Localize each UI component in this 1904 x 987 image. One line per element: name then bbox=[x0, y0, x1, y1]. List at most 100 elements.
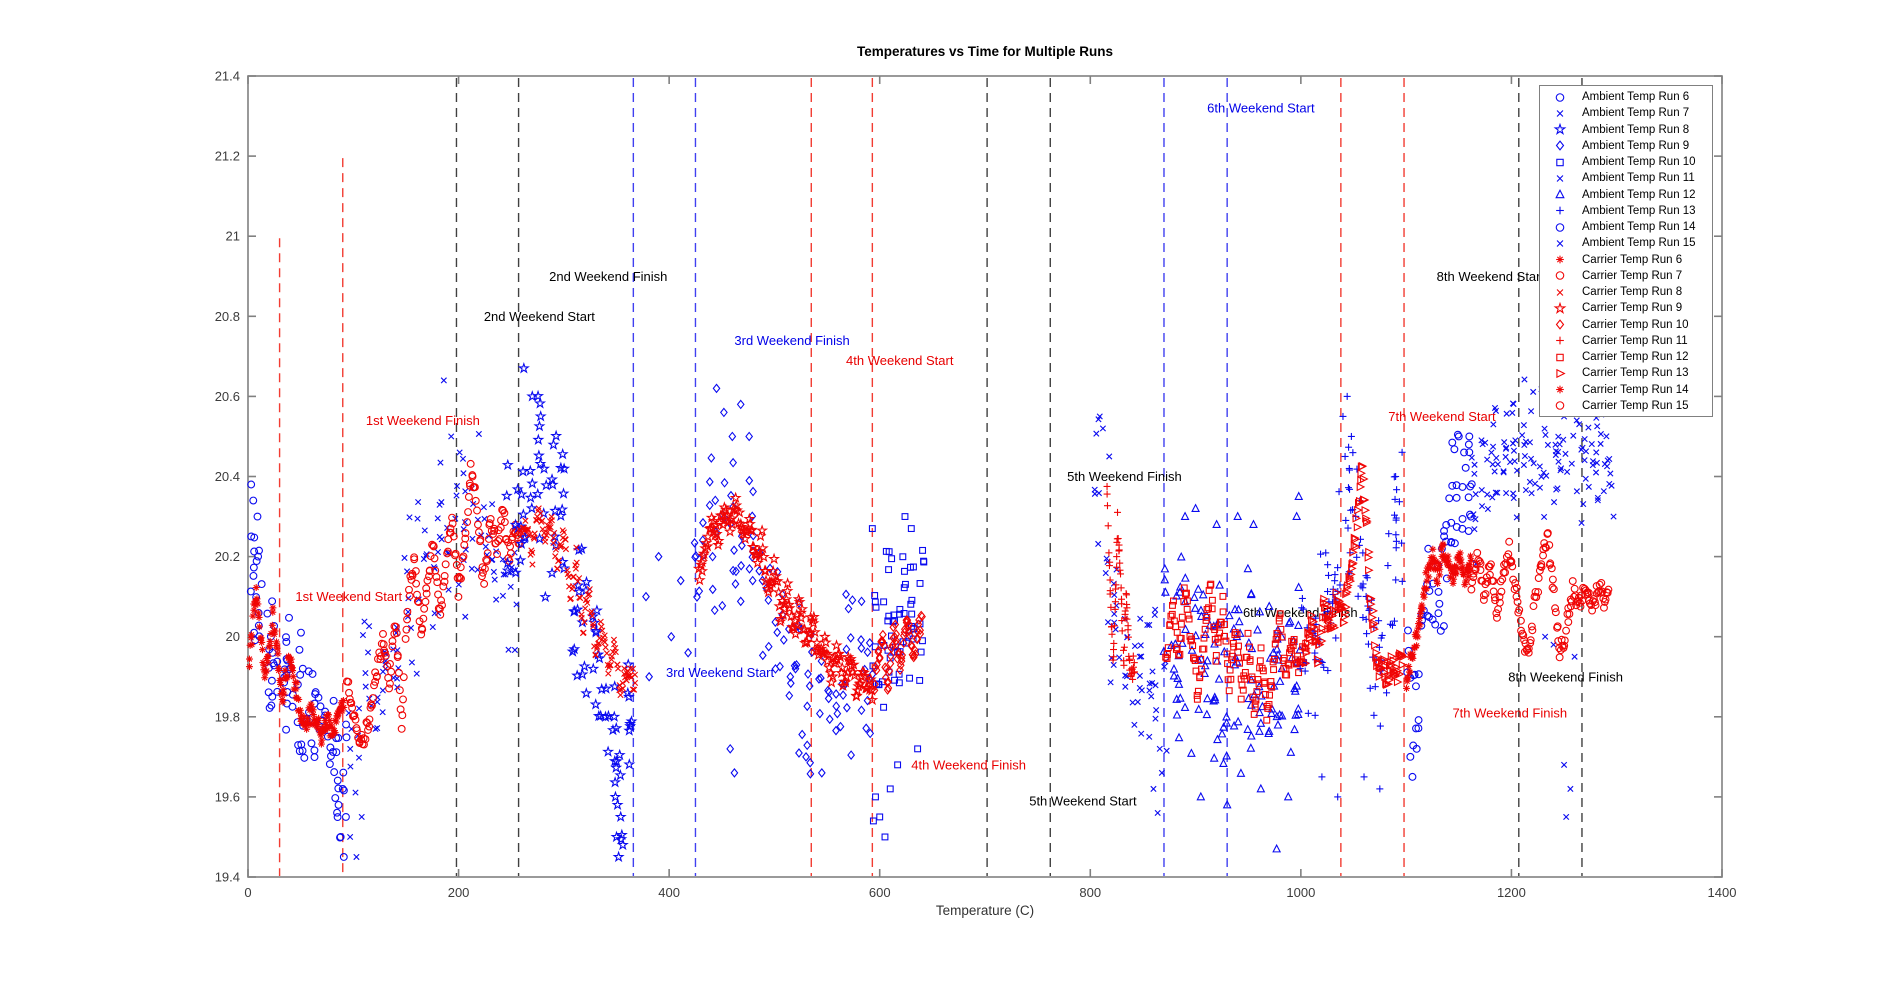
legend-marker-asterisk-icon bbox=[1556, 255, 1564, 264]
legend-marker-square-icon bbox=[1556, 158, 1564, 166]
legend-label: Ambient Temp Run 14 bbox=[1582, 221, 1696, 234]
y-tick-label: 20.8 bbox=[215, 309, 240, 324]
legend-label: Carrier Temp Run 11 bbox=[1582, 334, 1688, 347]
series-ambient-temp-run-10 bbox=[868, 513, 928, 841]
x-tick-label: 0 bbox=[244, 885, 251, 900]
series-ambient-temp-run-9 bbox=[642, 383, 877, 779]
series-carrier-temp-run-8 bbox=[516, 505, 639, 699]
x-tick-label: 200 bbox=[448, 885, 470, 900]
legend-label: Carrier Temp Run 8 bbox=[1582, 286, 1683, 299]
legend: Ambient Temp Run 6 Ambient Temp Run 7 Ambi… bbox=[1539, 85, 1713, 417]
series-carrier-temp-run-11 bbox=[1103, 482, 1138, 683]
y-tick-label: 20 bbox=[226, 629, 240, 644]
annotation-7th-weekend-start: 7th Weekend Start bbox=[1388, 409, 1496, 424]
series-ambient-temp-run-14 bbox=[1403, 430, 1476, 781]
y-tick-label: 20.6 bbox=[215, 389, 240, 404]
x-tick-label: 600 bbox=[869, 885, 891, 900]
legend-marker-pentagram-icon bbox=[1553, 122, 1567, 136]
annotation-2nd-weekend-finish: 2nd Weekend Finish bbox=[549, 269, 667, 284]
legend-marker-square-icon bbox=[1556, 353, 1564, 361]
series-carrier-temp-run-6 bbox=[245, 584, 348, 748]
x-tick-label: 800 bbox=[1079, 885, 1101, 900]
chart-title: Temperatures vs Time for Multiple Runs bbox=[856, 44, 1114, 59]
annotation-7th-weekend-finish: 7th Weekend Finish bbox=[1452, 705, 1567, 720]
legend-item: Carrier Temp Run 15 bbox=[1545, 398, 1712, 414]
legend-label: Ambient Temp Run 9 bbox=[1582, 139, 1690, 152]
x-tick-label: 400 bbox=[658, 885, 680, 900]
legend-item: Ambient Temp Run 12 bbox=[1545, 187, 1712, 203]
y-tick-label: 21.4 bbox=[215, 69, 240, 84]
series-carrier-temp-run-9 bbox=[692, 491, 879, 706]
y-tick-label: 19.4 bbox=[215, 870, 240, 885]
series-ambient-temp-run-8 bbox=[500, 362, 638, 863]
legend-label: Ambient Temp Run 15 bbox=[1582, 237, 1696, 250]
series-ambient-temp-run-13 bbox=[1296, 392, 1406, 801]
series-ambient-temp-run-7 bbox=[345, 377, 520, 861]
legend-label: Ambient Temp Run 10 bbox=[1582, 156, 1696, 169]
axes-frame: 0 200 400 600 800 1000 1200 1400 19.4 19.6 19.8 20 2… bbox=[215, 69, 1737, 901]
legend-label: Ambient Temp Run 12 bbox=[1582, 188, 1696, 201]
legend-label: Ambient Temp Run 11 bbox=[1582, 172, 1695, 185]
series-ambient-temp-run-15 bbox=[1468, 376, 1617, 821]
legend-marker-x-icon bbox=[1556, 110, 1564, 117]
legend-label: Carrier Temp Run 14 bbox=[1582, 383, 1689, 396]
annotations: 1st Weekend Start 1st Weekend Finish 2nd W… bbox=[295, 101, 1623, 809]
legend-marker-asterisk-icon bbox=[1556, 385, 1564, 394]
legend-item: Carrier Temp Run 12 bbox=[1545, 349, 1712, 365]
series-carrier-temp-run-12 bbox=[1162, 580, 1310, 724]
annotation-8th-weekend-finish: 8th Weekend Finish bbox=[1508, 669, 1623, 684]
annotation-3rd-weekend-start: 3rd Weekend Start bbox=[666, 665, 775, 680]
legend-marker-circle-icon bbox=[1555, 222, 1565, 232]
legend-item: Ambient Temp Run 7 bbox=[1545, 105, 1712, 121]
event-lines bbox=[278, 78, 1583, 876]
legend-label: Ambient Temp Run 7 bbox=[1582, 107, 1690, 120]
x-tick-label: 1200 bbox=[1497, 885, 1526, 900]
legend-label: Carrier Temp Run 10 bbox=[1582, 318, 1689, 331]
legend-marker-triangle-up-icon bbox=[1555, 189, 1565, 199]
series-carrier-temp-run-7 bbox=[342, 459, 524, 749]
legend-label: Ambient Temp Run 13 bbox=[1582, 204, 1696, 217]
legend-item: Carrier Temp Run 10 bbox=[1545, 317, 1712, 333]
legend-item: Carrier Temp Run 14 bbox=[1545, 382, 1712, 398]
y-tick-label: 21 bbox=[226, 229, 240, 244]
legend-item: Ambient Temp Run 13 bbox=[1545, 203, 1712, 219]
legend-marker-plus-icon bbox=[1556, 337, 1564, 345]
annotation-8th-weekend-start: 8th Weekend Start bbox=[1437, 269, 1545, 284]
legend-label: Carrier Temp Run 6 bbox=[1582, 253, 1683, 266]
annotation-1st-weekend-finish: 1st Weekend Finish bbox=[366, 413, 480, 428]
legend-item: Ambient Temp Run 10 bbox=[1545, 154, 1712, 170]
y-tick-label: 19.8 bbox=[215, 709, 240, 724]
legend-marker-diamond-icon bbox=[1555, 319, 1565, 330]
legend-label: Carrier Temp Run 12 bbox=[1582, 351, 1689, 364]
legend-item: Carrier Temp Run 6 bbox=[1545, 252, 1712, 268]
legend-item: Ambient Temp Run 15 bbox=[1545, 235, 1712, 251]
legend-item: Carrier Temp Run 8 bbox=[1545, 284, 1712, 300]
annotation-1st-weekend-start: 1st Weekend Start bbox=[295, 589, 402, 604]
legend-item: Carrier Temp Run 13 bbox=[1545, 365, 1712, 381]
annotation-5th-weekend-start: 5th Weekend Start bbox=[1029, 793, 1137, 808]
series-carrier-temp-run-14 bbox=[1402, 540, 1475, 692]
x-tick-label: 1400 bbox=[1708, 885, 1737, 900]
annotation-5th-weekend-finish: 5th Weekend Finish bbox=[1067, 469, 1182, 484]
x-axis-label: Temperature (C) bbox=[935, 903, 1035, 918]
annotation-6th-weekend-start: 6th Weekend Start bbox=[1207, 101, 1315, 116]
legend-item: Carrier Temp Run 9 bbox=[1545, 300, 1712, 316]
annotation-4th-weekend-finish: 4th Weekend Finish bbox=[911, 757, 1026, 772]
annotation-3rd-weekend-finish: 3rd Weekend Finish bbox=[734, 333, 849, 348]
legend-marker-plus-icon bbox=[1556, 207, 1564, 215]
legend-item: Carrier Temp Run 11 bbox=[1545, 333, 1712, 349]
legend-label: Carrier Temp Run 9 bbox=[1582, 302, 1683, 315]
legend-marker-x-icon bbox=[1556, 175, 1564, 182]
legend-marker-circle-icon bbox=[1555, 92, 1565, 102]
legend-label: Ambient Temp Run 6 bbox=[1582, 91, 1690, 104]
legend-marker-circle-icon bbox=[1555, 401, 1565, 411]
annotation-4th-weekend-start: 4th Weekend Start bbox=[846, 353, 954, 368]
legend-item: Ambient Temp Run 8 bbox=[1545, 122, 1712, 138]
series-carrier-temp-run-13 bbox=[1301, 461, 1408, 690]
legend-item: Ambient Temp Run 9 bbox=[1545, 138, 1712, 154]
y-tick-label: 20.2 bbox=[215, 549, 240, 564]
legend-label: Carrier Temp Run 15 bbox=[1582, 399, 1689, 412]
y-tick-label: 19.6 bbox=[215, 789, 240, 804]
